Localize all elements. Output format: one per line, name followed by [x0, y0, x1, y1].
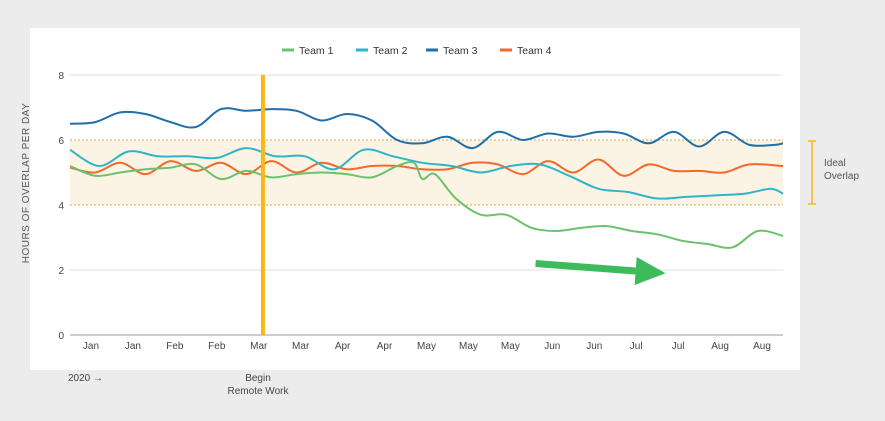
ideal-band [70, 139, 783, 206]
legend-label: Team 4 [517, 45, 552, 57]
legend-label: Team 3 [443, 45, 478, 57]
x-tick-labels: Jan Jan Feb Feb Mar Mar Apr Apr May May May Jun Jun J… [83, 341, 771, 352]
x-tick-label: Aug [753, 341, 771, 352]
series-line-team-1 [69, 161, 784, 249]
x-tick-label: Jun [544, 341, 560, 352]
trend-arrow [535, 257, 666, 285]
x-tick-label: Mar [292, 341, 310, 352]
x-tick-label: May [459, 341, 478, 352]
y-tick-label: 2 [58, 266, 64, 277]
x-tick-label: Jan [83, 341, 99, 352]
trend-arrow-shaft [535, 260, 636, 275]
series-line-team-2 [69, 147, 784, 200]
x-tick-label: May [417, 341, 436, 352]
legend: Team 1 Team 2 Team 3 Team 4 [282, 45, 552, 57]
start-year-label: 2020 → [68, 373, 103, 384]
ideal-bracket [808, 140, 816, 205]
grid [70, 74, 783, 336]
legend-item: Team 1 [282, 45, 334, 57]
event-label-line1: Begin [245, 373, 271, 384]
x-tick-label: Jul [630, 341, 643, 352]
legend-label: Team 1 [299, 45, 334, 57]
ideal-label-line1: Ideal [824, 158, 846, 169]
x-tick-label: Apr [377, 341, 393, 352]
x-tick-label: Jun [586, 341, 602, 352]
x-tick-label: Jan [125, 341, 141, 352]
event-label-line2: Remote Work [228, 386, 290, 397]
x-tick-label: Aug [711, 341, 729, 352]
x-tick-label: Apr [335, 341, 351, 352]
ideal-band-fill [70, 140, 783, 205]
legend-item: Team 3 [426, 45, 478, 57]
y-tick-label: 6 [58, 136, 64, 147]
x-tick-label: Mar [250, 341, 268, 352]
y-tick-label: 0 [58, 331, 64, 342]
x-tick-label: May [501, 341, 520, 352]
ideal-label-line2: Overlap [824, 171, 859, 182]
trend-arrow-head [634, 257, 666, 285]
y-tick-label: 8 [58, 71, 64, 82]
x-tick-label: Feb [208, 341, 226, 352]
y-tick-labels: 0 2 4 6 8 [58, 71, 64, 342]
legend-item: Team 4 [500, 45, 552, 57]
series-line-team-3 [69, 107, 784, 150]
series-lines [69, 107, 784, 249]
x-tick-label: Feb [166, 341, 184, 352]
series-line-team-4 [69, 158, 784, 177]
y-axis-label: HOURS OF OVERLAP PER DAY [21, 103, 32, 264]
legend-item: Team 2 [356, 45, 408, 57]
legend-label: Team 2 [373, 45, 408, 57]
y-tick-label: 4 [58, 201, 64, 212]
x-tick-label: Jul [672, 341, 685, 352]
